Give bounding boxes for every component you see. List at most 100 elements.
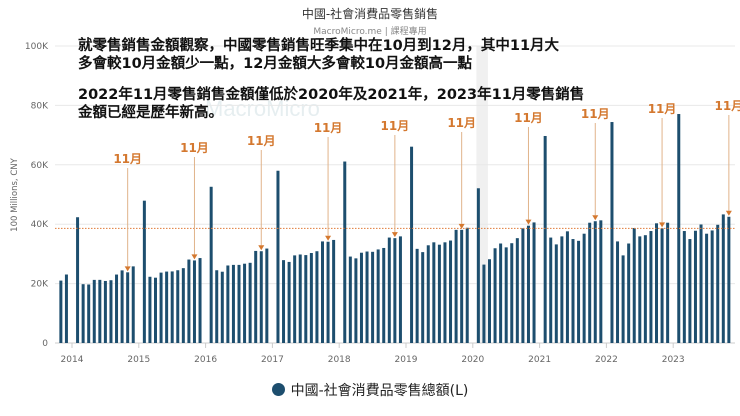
note-line-1: 就零售銷售金額觀察，中國零售銷售旺季集中在10月到12月，其中11月大 (78, 38, 560, 54)
bar (92, 279, 96, 343)
bar (215, 270, 219, 343)
annotation-arrowhead (391, 232, 398, 238)
watermark: MacroMicro (205, 96, 320, 121)
bar (560, 236, 564, 343)
x-tick-label: 2019 (395, 355, 418, 365)
bar (699, 224, 703, 343)
bar (515, 238, 519, 343)
bar (359, 252, 363, 343)
annotation-arrowhead (659, 222, 666, 228)
annotation-arrowhead (458, 223, 465, 229)
bar (387, 237, 391, 343)
annotation-arrowhead (124, 266, 131, 272)
bar (638, 236, 642, 343)
bar (688, 239, 692, 343)
bar (488, 259, 491, 343)
bar (265, 248, 269, 343)
bar (276, 170, 280, 343)
bar (543, 135, 547, 343)
bar (599, 220, 603, 343)
bar (298, 254, 302, 343)
bar (287, 261, 291, 343)
bar (460, 229, 464, 343)
bar (521, 228, 525, 343)
bar (354, 258, 358, 343)
bar (532, 222, 536, 343)
bar (120, 270, 124, 343)
bar (632, 228, 636, 343)
bar (332, 239, 336, 343)
bar (643, 235, 647, 343)
y-tick-label: 40K (31, 220, 49, 230)
bar (482, 264, 486, 343)
bar (154, 277, 157, 343)
bar (415, 248, 419, 343)
y-axis-label: 100 Millions, CNY (10, 157, 20, 231)
bar (98, 279, 102, 343)
bar (81, 284, 85, 343)
bar (465, 227, 469, 343)
bar (510, 243, 514, 343)
bar (655, 223, 658, 343)
bar (87, 284, 91, 343)
legend[interactable]: 中國-社會消費品零售總額(L) (0, 380, 740, 400)
bar (449, 240, 453, 343)
bar (282, 260, 286, 343)
bar (382, 247, 386, 343)
bar (76, 217, 80, 343)
annotation-label: 11月 (514, 111, 543, 125)
bar (198, 258, 202, 343)
x-tick-label: 2020 (461, 355, 484, 365)
bar (293, 255, 297, 343)
bar (148, 276, 152, 343)
x-tick-label: 2014 (61, 355, 84, 365)
bar (365, 251, 369, 343)
bar (165, 271, 169, 343)
bar (610, 122, 614, 343)
bar (64, 274, 68, 343)
x-tick-label: 2018 (328, 355, 351, 365)
annotation-label: 11月 (581, 107, 610, 121)
bar (159, 272, 163, 343)
bar (593, 221, 597, 343)
bar (493, 248, 497, 343)
bar (393, 238, 397, 343)
bar (376, 249, 380, 343)
bar (504, 247, 508, 343)
y-tick-label: 60K (31, 161, 49, 171)
bar (103, 280, 107, 343)
bar (231, 264, 235, 343)
bar (109, 280, 113, 343)
bar (526, 225, 530, 343)
bar (571, 239, 575, 343)
annotation-label: 11月 (180, 141, 209, 155)
bar (565, 231, 569, 343)
bar (220, 271, 224, 343)
x-tick-label: 2023 (662, 355, 685, 365)
annotation-label: 11月 (113, 152, 142, 166)
bar (627, 243, 631, 343)
bar (454, 229, 458, 343)
bar (209, 186, 213, 343)
bar (170, 271, 174, 343)
annotation-label: 11月 (247, 134, 276, 148)
bar (554, 244, 558, 343)
bar (705, 233, 709, 343)
bar (371, 251, 375, 343)
bar (304, 255, 308, 343)
note-line-3: 2022年11月零售銷售金額僅低於2020年及2021年，2023年11月零售銷… (78, 87, 585, 103)
y-tick-label: 20K (31, 280, 49, 290)
annotation-arrowhead (191, 254, 198, 260)
annotation-label: 11月 (381, 119, 410, 133)
chart-subtitle: MacroMicro.me | 課程專用 (313, 27, 427, 37)
annotation-arrowhead (525, 219, 532, 225)
x-tick-label: 2015 (127, 355, 150, 365)
annotation-label: 11月 (715, 99, 740, 113)
bar (649, 231, 653, 343)
bar (254, 250, 258, 343)
annotation-arrowhead (325, 235, 332, 241)
x-tick-label: 2016 (194, 355, 217, 365)
bar (326, 241, 330, 343)
bar (115, 274, 119, 343)
